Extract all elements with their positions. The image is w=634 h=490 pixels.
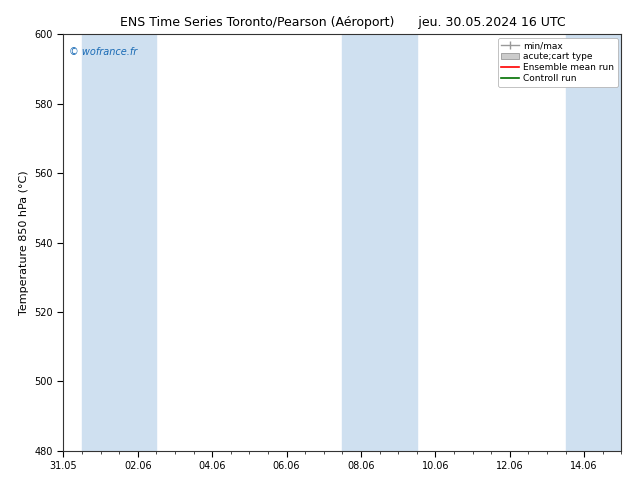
Text: © wofrance.fr: © wofrance.fr — [69, 47, 137, 57]
Bar — [82, 34, 157, 451]
Y-axis label: Temperature 850 hPa (°C): Temperature 850 hPa (°C) — [19, 170, 29, 315]
Bar — [566, 34, 621, 451]
Legend: min/max, acute;cart type, Ensemble mean run, Controll run: min/max, acute;cart type, Ensemble mean … — [498, 38, 618, 87]
Title: ENS Time Series Toronto/Pearson (Aéroport)      jeu. 30.05.2024 16 UTC: ENS Time Series Toronto/Pearson (Aéropor… — [120, 16, 565, 29]
Bar — [342, 34, 417, 451]
